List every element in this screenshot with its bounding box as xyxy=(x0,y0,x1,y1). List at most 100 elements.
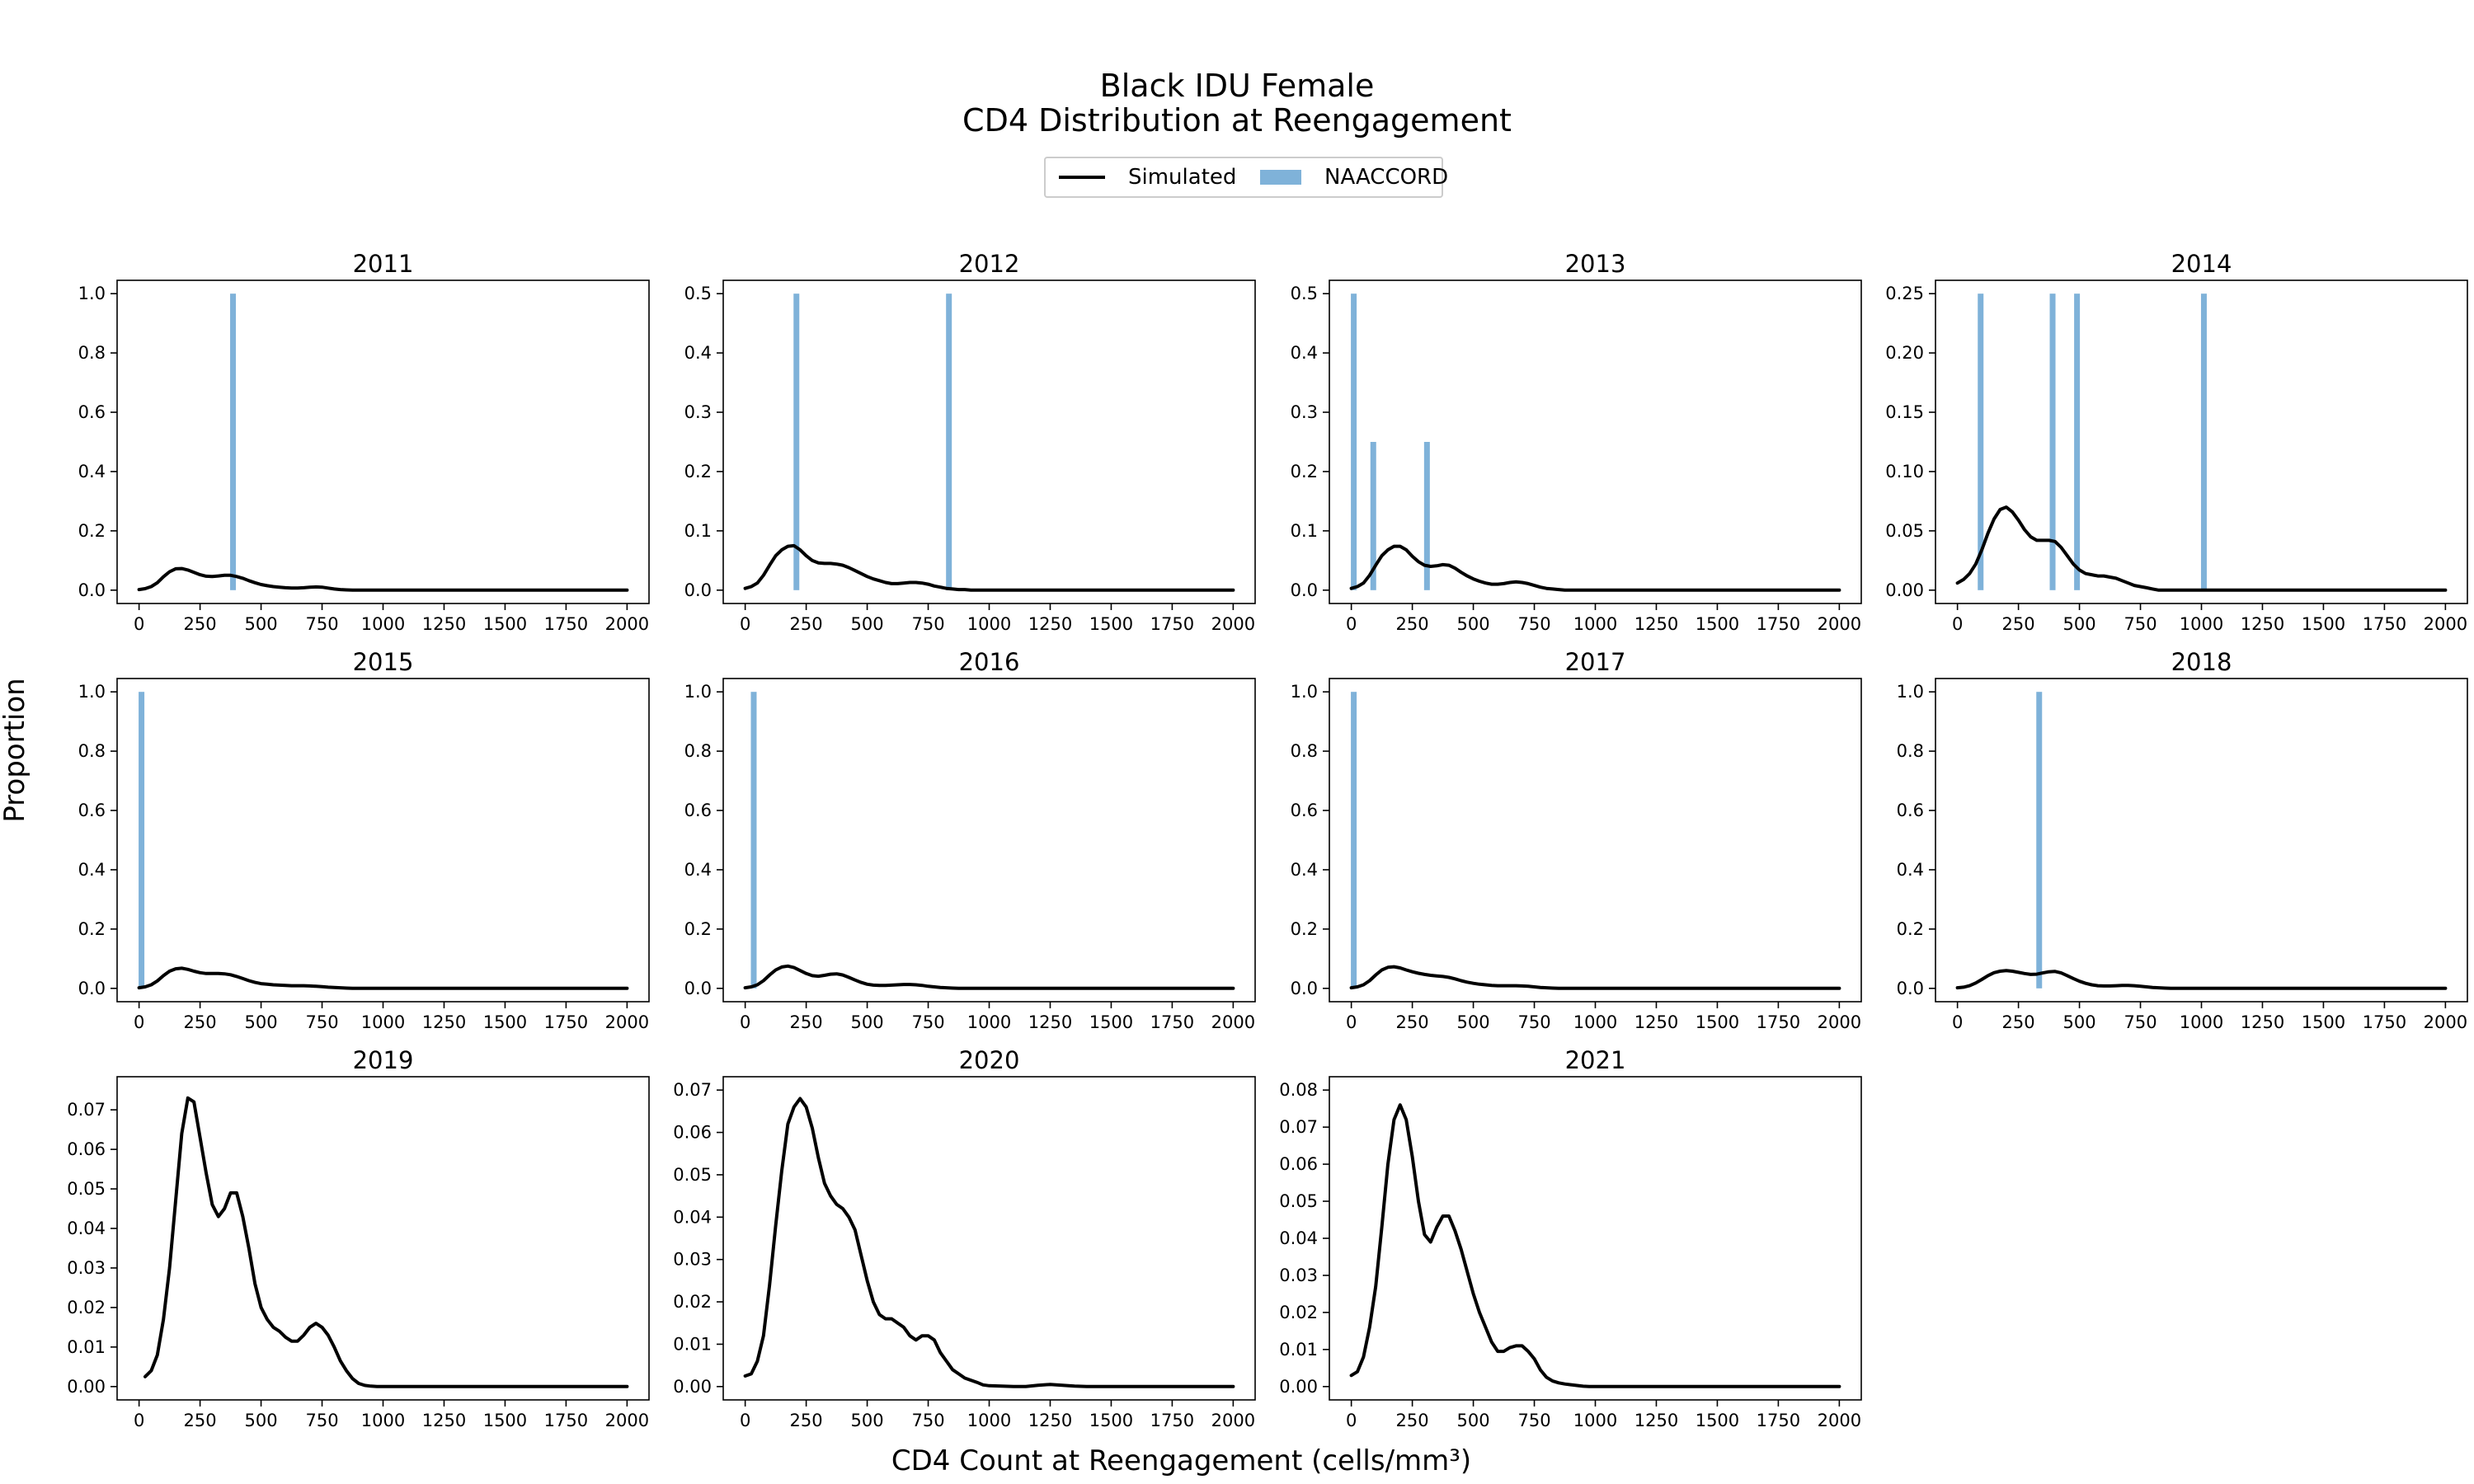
x-tick-label: 1000 xyxy=(967,1411,1011,1430)
subplot-title: 2015 xyxy=(353,648,414,676)
x-tick-label: 250 xyxy=(1396,1411,1429,1430)
x-tick-label: 750 xyxy=(911,1012,944,1032)
x-tick-label: 250 xyxy=(184,1411,217,1430)
x-tick-label: 500 xyxy=(1457,614,1490,634)
y-tick-label: 0.00 xyxy=(673,1377,712,1397)
x-tick-label: 1000 xyxy=(967,614,1011,634)
subplot-2019: 2019 0 250 500 750 1000 1250 1500 1750 2000 0.00 0.… xyxy=(67,1046,650,1430)
y-tick-label: 0.02 xyxy=(673,1292,712,1312)
y-tick-label: 0.08 xyxy=(1279,1080,1318,1100)
x-tick-label: 250 xyxy=(2002,1012,2035,1032)
y-tick-label: 0.00 xyxy=(1885,580,1924,600)
x-tick-label: 1500 xyxy=(1089,1012,1133,1032)
x-tick-label: 1250 xyxy=(2241,614,2284,634)
simulated-line xyxy=(1955,969,2448,990)
y-tick-label: 0.6 xyxy=(78,801,106,820)
y-tick-label: 0.3 xyxy=(1291,402,1318,422)
figure-title-line2: CD4 Distribution at Reengagement xyxy=(962,102,1512,139)
legend-bar-swatch xyxy=(1260,170,1301,185)
y-tick-label: 0.0 xyxy=(1291,580,1318,600)
x-tick-label: 1000 xyxy=(361,1012,405,1032)
y-axis-label: Proportion xyxy=(0,678,31,823)
axes-frame xyxy=(1329,678,1862,1003)
y-tick-label: 1.0 xyxy=(684,682,712,702)
simulated-line xyxy=(743,543,1235,592)
y-tick-label: 0.05 xyxy=(1279,1191,1318,1211)
naaccord-bar xyxy=(793,294,800,590)
y-tick-label: 0.4 xyxy=(1291,860,1318,880)
x-tick-label: 500 xyxy=(245,1012,278,1032)
naaccord-bar xyxy=(139,692,145,989)
y-tick-label: 0.07 xyxy=(1279,1117,1318,1137)
legend-item-simulated: Simulated xyxy=(1059,158,1236,196)
x-tick-label: 0 xyxy=(740,1012,750,1032)
x-tick-label: 750 xyxy=(1517,614,1550,634)
y-tick-label: 0.1 xyxy=(1291,521,1318,541)
x-tick-label: 1000 xyxy=(1573,1411,1617,1430)
x-tick-label: 500 xyxy=(2063,614,2096,634)
naaccord-bar xyxy=(1351,692,1357,989)
axes-frame xyxy=(116,279,650,604)
y-tick-label: 0.15 xyxy=(1885,402,1924,422)
y-tick-label: 0.06 xyxy=(673,1123,712,1143)
x-tick-label: 1500 xyxy=(1696,1411,1739,1430)
x-axis-label: CD4 Count at Reengagement (cells/mm³) xyxy=(891,1444,1472,1477)
simulated-line xyxy=(743,1097,1235,1388)
x-tick-label: 250 xyxy=(1396,614,1429,634)
y-tick-label: 0.6 xyxy=(684,801,712,820)
x-tick-label: 1000 xyxy=(361,614,405,634)
y-tick-label: 0.8 xyxy=(1291,741,1318,761)
axes-frame xyxy=(1329,1076,1862,1401)
x-tick-label: 0 xyxy=(1346,1012,1357,1032)
x-tick-label: 1500 xyxy=(1696,1012,1739,1032)
y-tick-label: 0.2 xyxy=(684,462,712,481)
y-tick-label: 0.01 xyxy=(1279,1340,1318,1360)
y-tick-label: 0.6 xyxy=(1897,801,1924,820)
x-tick-label: 750 xyxy=(2124,1012,2157,1032)
x-tick-label: 1250 xyxy=(422,1012,466,1032)
subplot-2014: 2014 0 250 500 750 1000 1250 1500 1750 2000 0.00 0.… xyxy=(1885,250,2468,634)
x-tick-label: 250 xyxy=(2002,614,2035,634)
x-tick-label: 1000 xyxy=(2180,1012,2223,1032)
x-tick-label: 1000 xyxy=(967,1012,1011,1032)
simulated-line xyxy=(137,966,629,990)
subplot-2021: 2021 0 250 500 750 1000 1250 1500 1750 2000 0.00 0.… xyxy=(1279,1046,1862,1430)
subplot-2012: 2012 0 250 500 750 1000 1250 1500 1750 2000 0.0 0.1… xyxy=(684,250,1256,634)
x-tick-label: 0 xyxy=(134,614,144,634)
axes-frame xyxy=(722,279,1256,604)
naaccord-bar xyxy=(1978,294,1984,590)
x-tick-label: 1000 xyxy=(1573,1012,1617,1032)
x-tick-label: 1250 xyxy=(1634,1012,1678,1032)
axes-frame xyxy=(116,678,650,1003)
x-tick-label: 1750 xyxy=(544,614,588,634)
naaccord-bar xyxy=(230,294,237,590)
y-tick-label: 0.2 xyxy=(684,919,712,939)
y-tick-label: 0.6 xyxy=(1291,801,1318,820)
y-tick-label: 0.4 xyxy=(1291,343,1318,363)
x-tick-label: 1500 xyxy=(483,1411,527,1430)
x-tick-label: 500 xyxy=(1457,1411,1490,1430)
legend-item-naaccord: NAACCORD xyxy=(1260,158,1448,196)
naaccord-bar xyxy=(1370,442,1376,590)
subplot-2016: 2016 0 250 500 750 1000 1250 1500 1750 2000 0.0 0.2… xyxy=(684,648,1256,1032)
subplot-2011: 2011 0 250 500 750 1000 1250 1500 1750 2000 0.0 0.2… xyxy=(78,250,650,634)
y-tick-label: 0.00 xyxy=(1279,1377,1318,1397)
x-tick-label: 750 xyxy=(911,1411,944,1430)
x-tick-label: 1000 xyxy=(2180,614,2223,634)
x-tick-label: 500 xyxy=(1457,1012,1490,1032)
y-tick-label: 0.05 xyxy=(67,1179,106,1199)
x-tick-label: 1500 xyxy=(1089,1411,1133,1430)
y-tick-label: 0.10 xyxy=(1885,462,1924,481)
y-tick-label: 0.01 xyxy=(673,1334,712,1354)
x-tick-label: 2000 xyxy=(1818,614,1861,634)
x-tick-label: 1500 xyxy=(1696,614,1739,634)
naaccord-bar xyxy=(2200,294,2207,590)
x-tick-label: 0 xyxy=(1952,614,1963,634)
x-tick-label: 1750 xyxy=(544,1012,588,1032)
y-tick-label: 0.05 xyxy=(1885,521,1924,541)
y-tick-label: 0.3 xyxy=(684,402,712,422)
naaccord-bar xyxy=(2036,692,2043,989)
simulated-line xyxy=(1349,965,1841,990)
x-tick-label: 0 xyxy=(1952,1012,1963,1032)
x-tick-label: 250 xyxy=(790,1411,823,1430)
